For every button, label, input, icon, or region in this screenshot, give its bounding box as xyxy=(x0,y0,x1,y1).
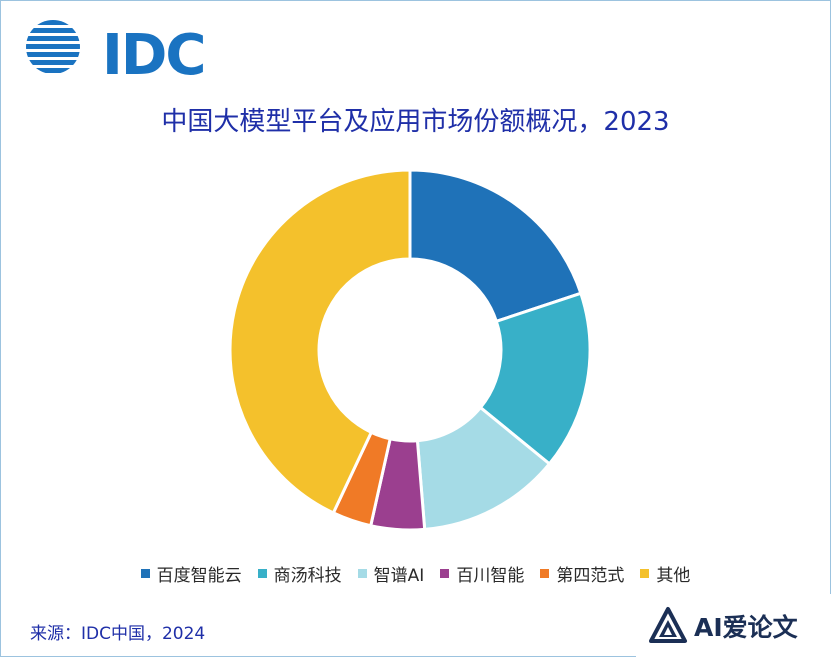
legend-label: 智谱AI xyxy=(373,565,425,586)
legend-label: 第四范式 xyxy=(556,565,625,586)
globe-logo-icon xyxy=(26,20,80,73)
idc-logo: IDC xyxy=(22,16,206,84)
chart-legend: 百度智能云 商汤科技 智谱AI 百川智能 第四范式 其他 xyxy=(0,559,831,587)
legend-label: 其他 xyxy=(656,565,691,586)
legend-item: 百川智能 xyxy=(440,561,524,586)
legend-swatch xyxy=(140,568,150,578)
source-note: 来源：IDC中国，2024 xyxy=(30,624,206,644)
donut-chart xyxy=(228,168,592,532)
legend-swatch xyxy=(640,568,650,578)
donut-slice-0 xyxy=(408,168,583,324)
chart-title: 中国大模型平台及应用市场份额概况，2023 xyxy=(161,107,670,137)
legend-swatch xyxy=(357,568,367,578)
triangle-logo-icon xyxy=(649,606,687,643)
logo-text: IDC xyxy=(102,23,206,88)
legend-item: 第四范式 xyxy=(540,561,624,586)
legend-swatch xyxy=(440,568,450,578)
legend-item: 商汤科技 xyxy=(257,561,342,586)
legend-swatch xyxy=(540,568,550,578)
legend-swatch xyxy=(257,568,267,578)
legend-label: 百川智能 xyxy=(456,565,525,586)
watermark: AI爱论文 xyxy=(636,594,831,657)
legend-item: 其他 xyxy=(640,561,690,586)
legend-label: 商汤科技 xyxy=(273,565,342,586)
watermark-text: AI爱论文 xyxy=(694,612,798,642)
donut-slice-1 xyxy=(478,291,592,466)
legend-item: 百度智能云 xyxy=(140,561,242,586)
legend-label: 百度智能云 xyxy=(156,565,242,586)
donut-slice-5 xyxy=(228,168,412,515)
legend-item: 智谱AI xyxy=(357,561,425,586)
